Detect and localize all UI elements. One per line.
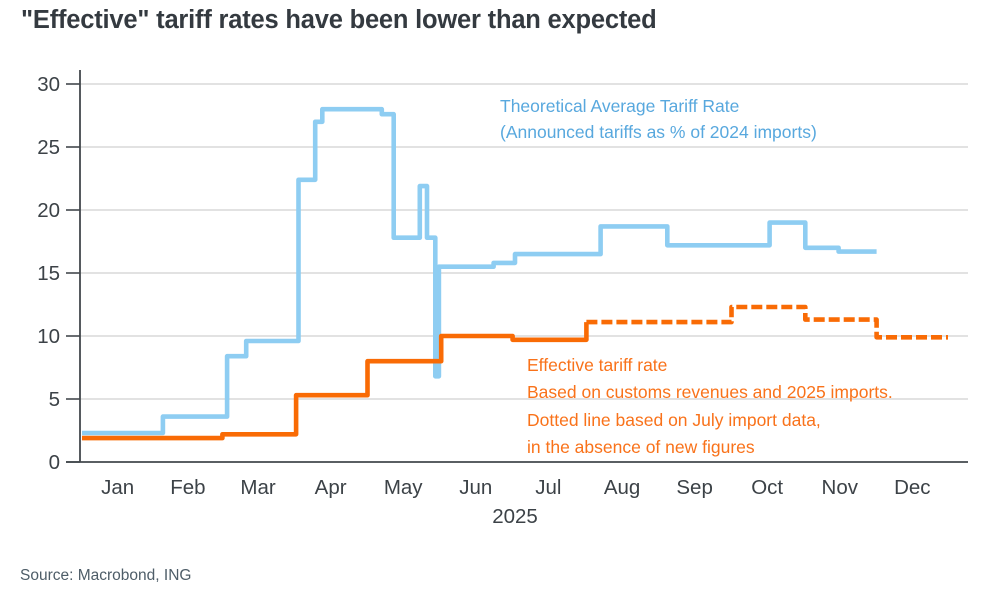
series-line-0 [82, 106, 877, 436]
x-month-label-sep: Sep [676, 476, 712, 499]
series-line-2 [586, 304, 948, 340]
x-month-label-feb: Feb [170, 476, 205, 499]
legend-theoretical: Theoretical Average Tariff Rate (Announc… [500, 93, 817, 145]
x-month-label-mar: Mar [240, 476, 275, 499]
x-month-label-aug: Aug [604, 476, 640, 499]
legend-theoretical-line2: (Announced tariffs as % of 2024 imports) [500, 122, 817, 142]
x-month-label-dec: Dec [894, 476, 930, 499]
x-month-label-may: May [384, 476, 423, 499]
x-month-label-nov: Nov [822, 476, 859, 499]
legend-theoretical-line1: Theoretical Average Tariff Rate [500, 96, 740, 116]
y-tick-label-15: 15 [37, 262, 60, 285]
legend-effective-line1: Effective tariff rate [527, 355, 668, 375]
x-month-label-apr: Apr [315, 476, 347, 499]
source-note: Source: Macrobond, ING [20, 567, 192, 584]
y-tick-label-10: 10 [37, 325, 60, 348]
y-tick-label-0: 0 [49, 451, 60, 474]
chart-title: "Effective" tariff rates have been lower… [21, 6, 657, 34]
y-tick-label-5: 5 [49, 388, 60, 411]
x-year-label: 2025 [492, 505, 538, 528]
y-tick-label-30: 30 [37, 73, 60, 96]
y-tick-label-25: 25 [37, 136, 60, 159]
y-tick-label-20: 20 [37, 199, 60, 222]
legend-effective-line2: Based on customs revenues and 2025 impor… [527, 382, 893, 403]
series-line-1 [82, 322, 589, 441]
legend-effective-line4: in the absence of new figures [527, 437, 755, 458]
x-month-label-jan: Jan [101, 476, 134, 499]
legend-effective-line3: Dotted line based on July import data, [527, 409, 821, 430]
x-month-label-jun: Jun [459, 476, 492, 499]
legend-effective: Effective tariff rate Based on customs r… [527, 352, 893, 462]
x-month-label-jul: Jul [535, 476, 561, 499]
x-month-label-oct: Oct [751, 476, 783, 499]
